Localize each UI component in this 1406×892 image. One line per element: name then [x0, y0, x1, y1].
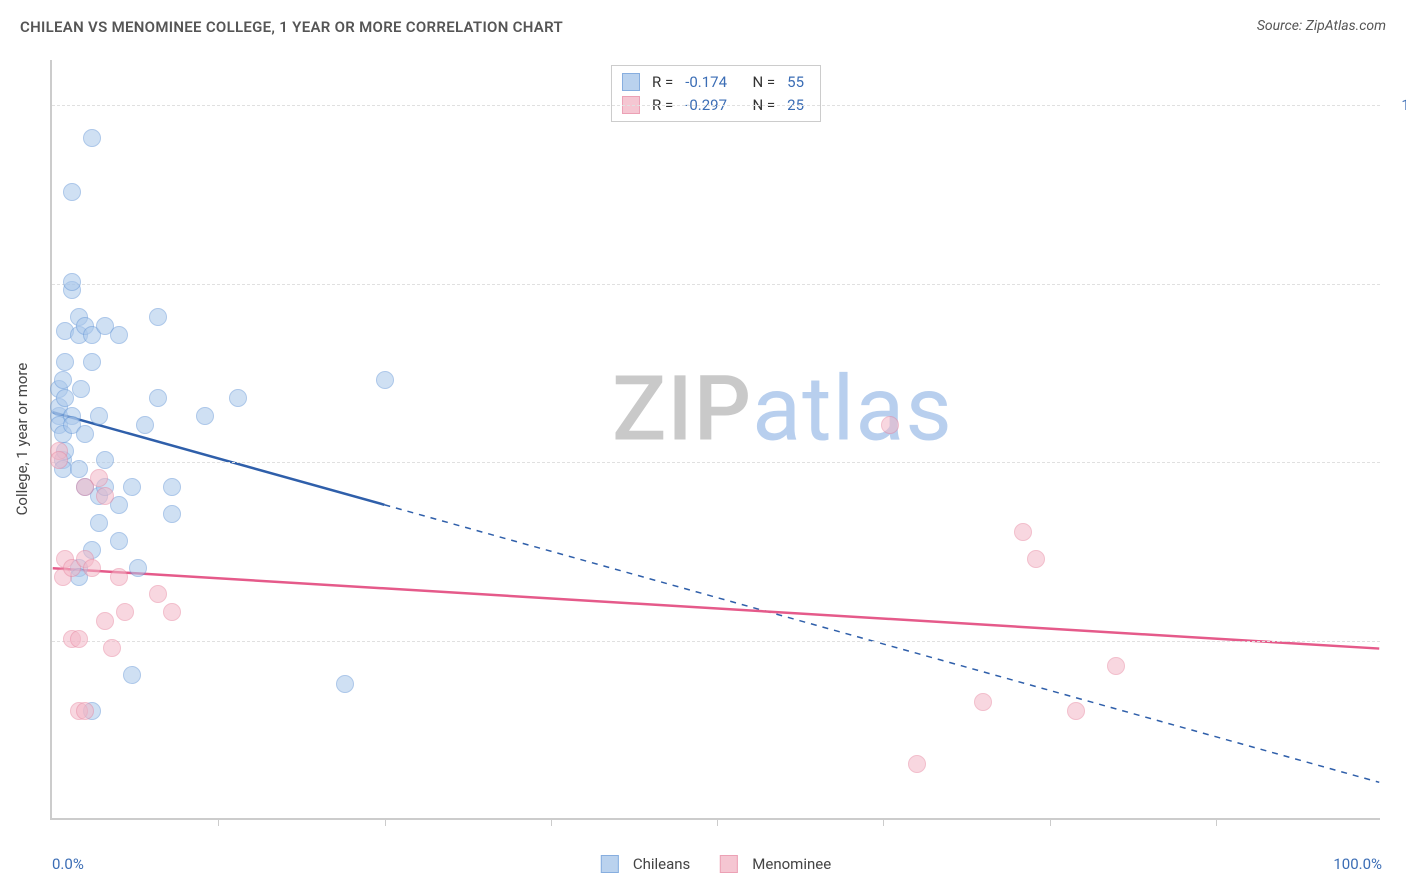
x-tick — [1216, 818, 1217, 826]
stat-r-value: -0.174 — [685, 71, 727, 94]
legend-swatch — [622, 73, 640, 91]
data-point — [229, 389, 247, 407]
data-point — [123, 666, 141, 684]
stat-r-label: R = — [652, 71, 673, 94]
data-point — [96, 451, 114, 469]
stat-n-label: N = — [752, 71, 775, 94]
data-point — [63, 273, 81, 291]
legend-swatch — [601, 855, 619, 873]
plot-area: ZIPatlas College, 1 year or more R =-0.1… — [50, 60, 1380, 820]
data-point — [149, 585, 167, 603]
x-tick — [385, 818, 386, 826]
data-point — [76, 425, 94, 443]
data-point — [110, 326, 128, 344]
data-point — [70, 460, 88, 478]
chart-title: CHILEAN VS MENOMINEE COLLEGE, 1 YEAR OR … — [20, 18, 563, 36]
data-point — [376, 371, 394, 389]
data-point — [1014, 523, 1032, 541]
data-point — [103, 639, 121, 657]
data-point — [90, 407, 108, 425]
data-point — [129, 559, 147, 577]
data-point — [56, 353, 74, 371]
legend-item: Chileans — [601, 855, 690, 873]
y-tick-label: 100.0% — [1401, 96, 1406, 114]
x-tick — [1050, 818, 1051, 826]
legend-swatch — [720, 855, 738, 873]
gridline — [52, 462, 1380, 463]
data-point — [110, 568, 128, 586]
x-tick-label: 0.0% — [52, 855, 84, 873]
data-point — [56, 389, 74, 407]
gridline — [52, 284, 1380, 285]
data-point — [96, 612, 114, 630]
data-point — [336, 675, 354, 693]
data-point — [163, 478, 181, 496]
data-point — [70, 630, 88, 648]
data-point — [63, 183, 81, 201]
stat-n-value: 55 — [787, 71, 804, 94]
data-point — [1067, 702, 1085, 720]
legend-label: Chileans — [633, 855, 690, 873]
data-point — [83, 559, 101, 577]
trendline-dashed — [384, 505, 1379, 783]
gridline — [52, 105, 1380, 106]
data-point — [1027, 550, 1045, 568]
x-tick-label: 100.0% — [1333, 855, 1382, 873]
trend-lines — [52, 60, 1380, 818]
data-point — [83, 129, 101, 147]
data-point — [50, 451, 68, 469]
data-point — [110, 532, 128, 550]
data-point — [163, 505, 181, 523]
x-tick — [883, 818, 884, 826]
x-tick — [717, 818, 718, 826]
data-point — [90, 469, 108, 487]
data-point — [136, 416, 154, 434]
legend-label: Menominee — [752, 855, 831, 873]
data-point — [196, 407, 214, 425]
x-tick — [551, 818, 552, 826]
data-point — [83, 353, 101, 371]
trendline-solid — [53, 568, 1380, 648]
y-axis-label: College, 1 year or more — [13, 363, 31, 516]
data-point — [149, 389, 167, 407]
source-label: Source: ZipAtlas.com — [1257, 18, 1386, 34]
data-point — [76, 702, 94, 720]
gridline — [52, 641, 1380, 642]
data-point — [72, 380, 90, 398]
legend-item: Menominee — [720, 855, 831, 873]
data-point — [96, 487, 114, 505]
data-point — [116, 603, 134, 621]
stats-legend: R =-0.174 N =55R =-0.297 N =25 — [611, 65, 821, 122]
data-point — [54, 371, 72, 389]
data-point — [123, 478, 141, 496]
bottom-legend: Chileans Menominee — [601, 855, 831, 873]
data-point — [90, 514, 108, 532]
data-point — [974, 693, 992, 711]
data-point — [149, 308, 167, 326]
data-point — [163, 603, 181, 621]
stats-row: R = -0.174 N = 55 — [622, 71, 810, 94]
x-tick — [218, 818, 219, 826]
data-point — [1107, 657, 1125, 675]
data-point — [908, 755, 926, 773]
data-point — [881, 416, 899, 434]
